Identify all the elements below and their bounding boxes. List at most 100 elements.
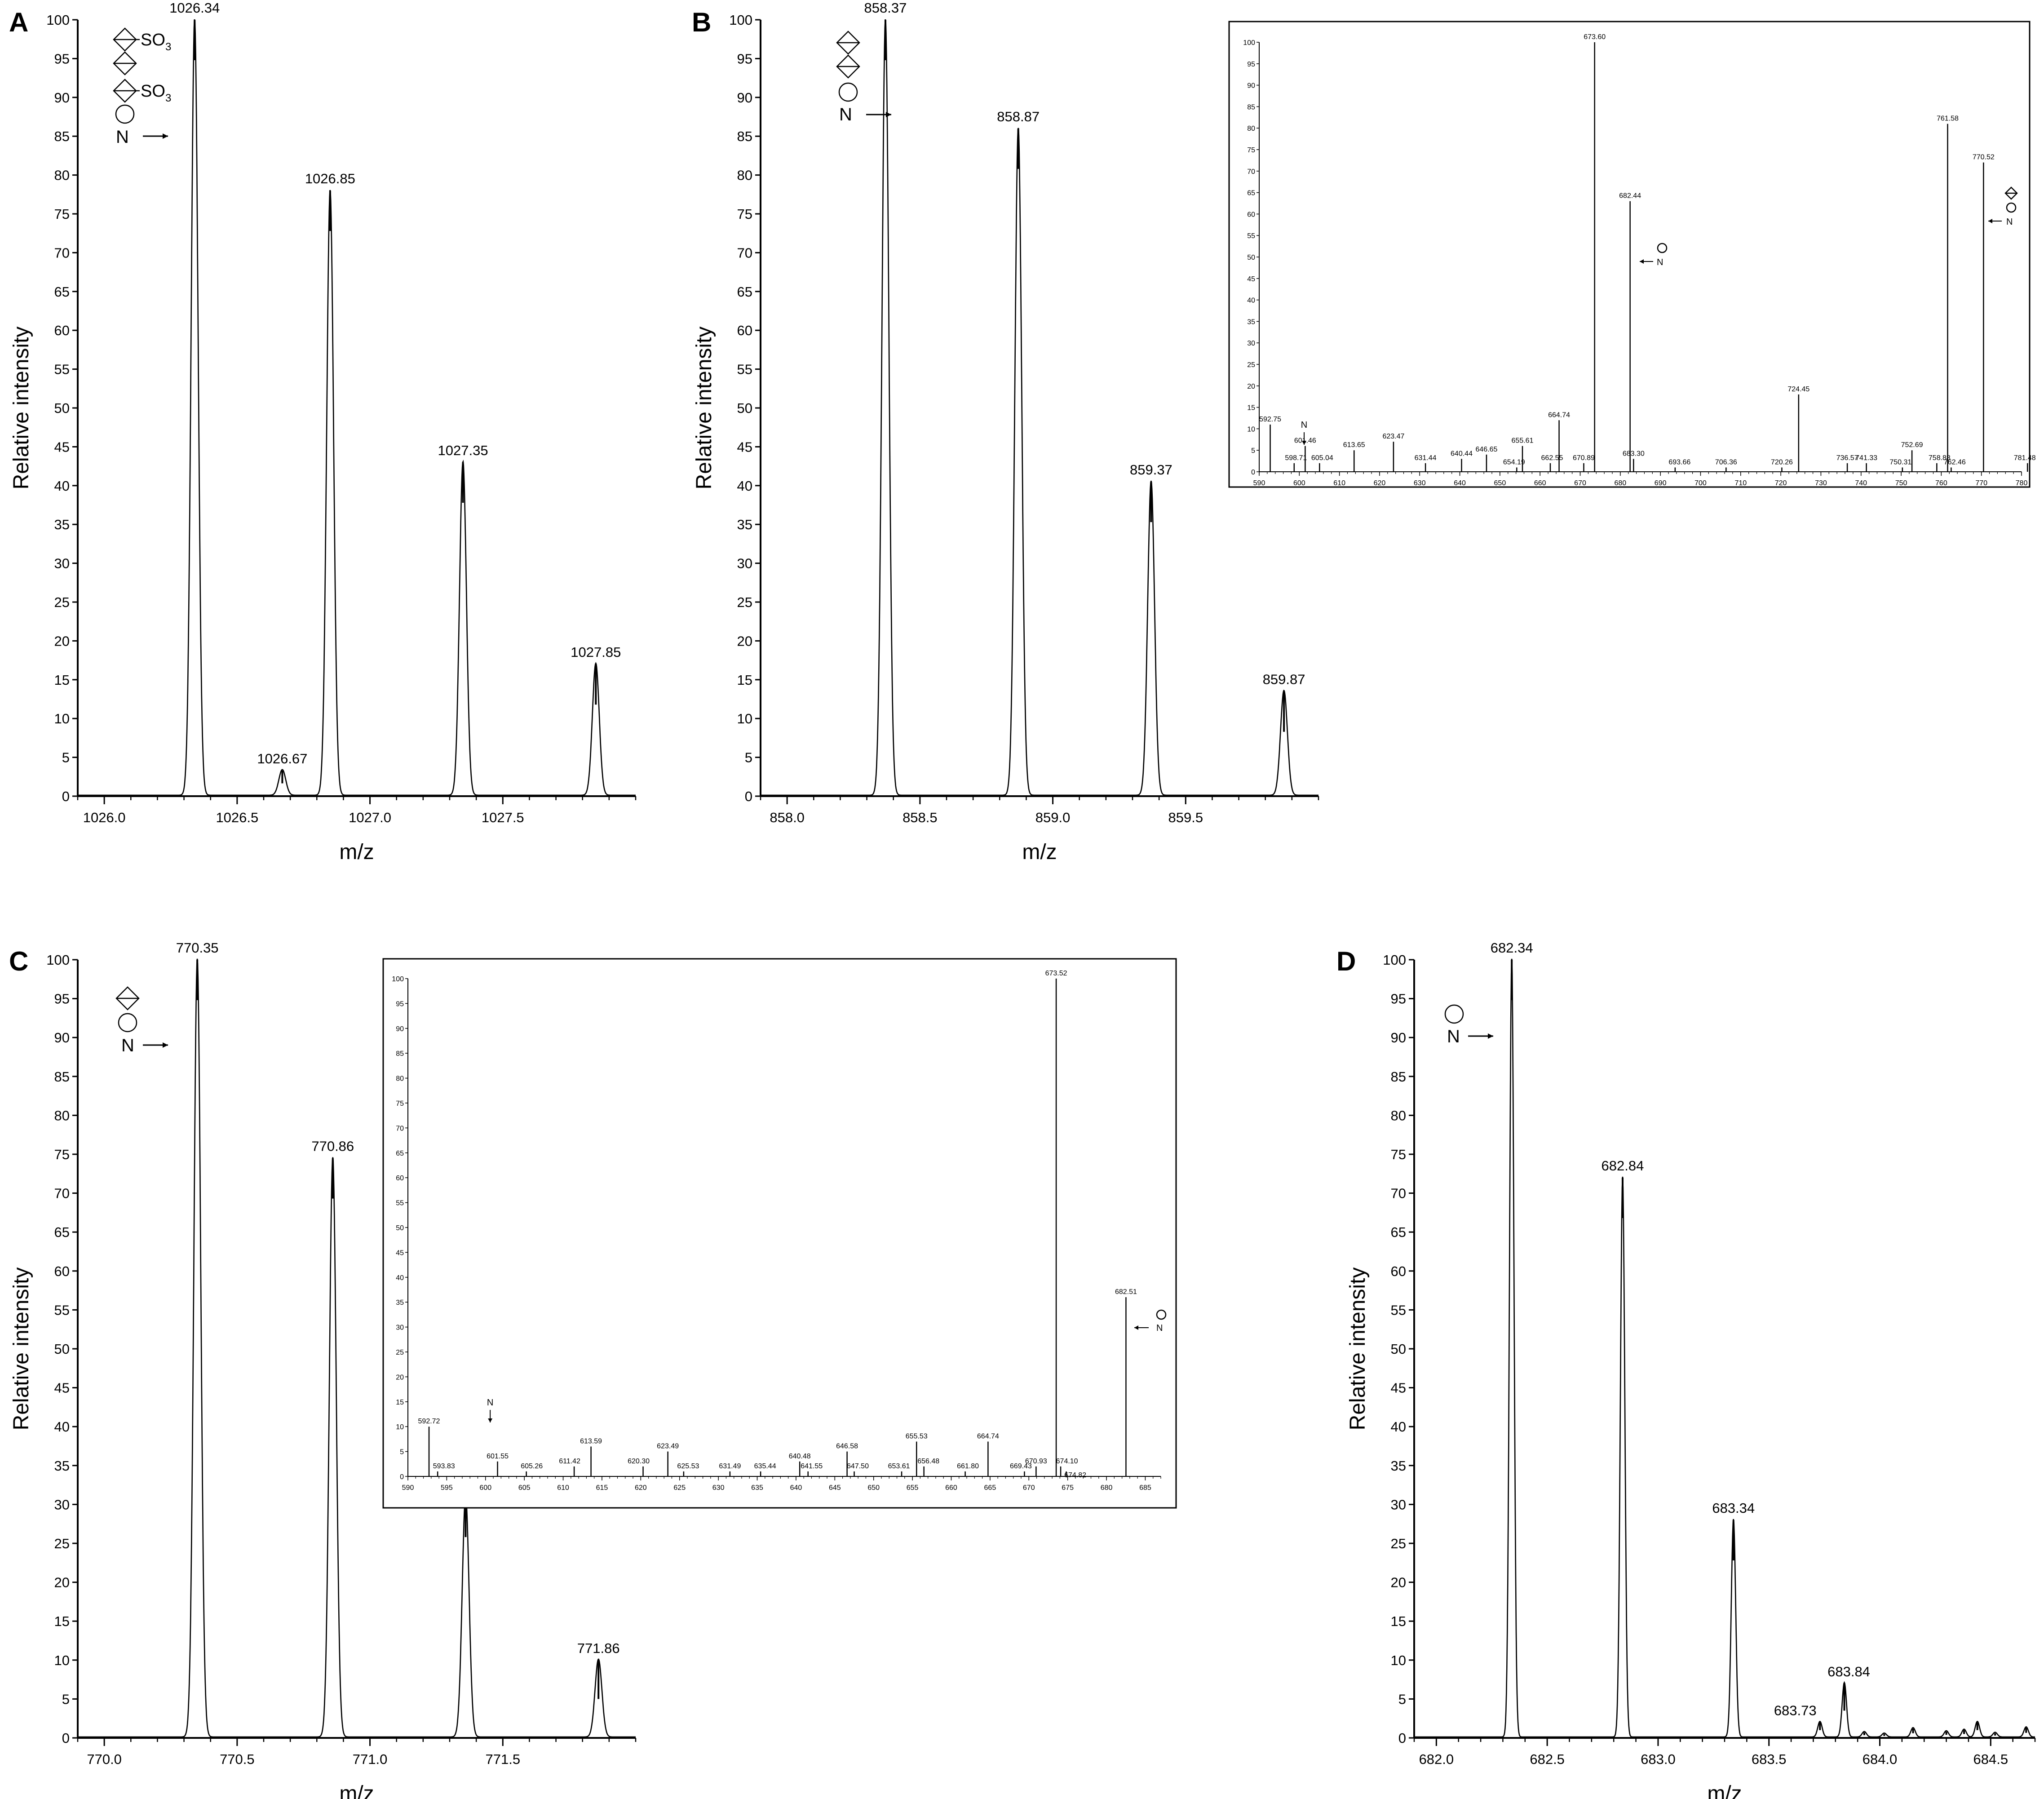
panel-letter: A xyxy=(9,7,28,37)
inset-peak-label: 601.55 xyxy=(487,1453,509,1460)
y-tick-label: 75 xyxy=(54,1147,70,1162)
inset-peak-label: 620.30 xyxy=(628,1458,650,1465)
panel-letter: C xyxy=(9,946,28,976)
y-tick-label: 10 xyxy=(54,711,70,727)
y-tick-label: 35 xyxy=(54,517,70,532)
inset-y-tick-label: 50 xyxy=(1247,254,1255,261)
inset-y-tick-label: 60 xyxy=(396,1174,404,1182)
inset-frame xyxy=(1228,21,2031,488)
inset-x-tick-label: 760 xyxy=(1935,479,1947,487)
spectrum-trace xyxy=(761,19,1318,796)
y-tick-label: 60 xyxy=(54,323,70,338)
inset-peak-label: 631.44 xyxy=(1415,454,1437,462)
y-tick-label: 55 xyxy=(737,362,752,377)
inset-x-tick-label: 680 xyxy=(1614,479,1626,487)
inset-x-tick-label: 645 xyxy=(829,1484,841,1492)
inset-y-tick-label: 60 xyxy=(1247,211,1255,218)
peak-label: 858.87 xyxy=(997,109,1040,124)
peak-label: 683.73 xyxy=(1774,1702,1817,1718)
inset-y-tick-label: 25 xyxy=(396,1349,404,1356)
inset-peak-label: 673.52 xyxy=(1045,970,1067,977)
arrow-head xyxy=(1988,219,1992,223)
panel-d: 0 5 10 15 20 25 30 35 40 45 50 55 60 65 70 75 80 85 90 95 10… xyxy=(1336,940,2036,1799)
x-tick-label: 682.5 xyxy=(1530,1751,1565,1767)
n-label: N xyxy=(839,105,852,124)
circle-glycan-icon xyxy=(1657,243,1668,253)
inset-peak-label: 592.72 xyxy=(418,1418,440,1425)
inset-y-tick-label: 65 xyxy=(396,1150,404,1157)
peak-label: 682.34 xyxy=(1491,940,1533,956)
inset-peak-label: 655.53 xyxy=(906,1432,928,1440)
inset-x-tick-label: 700 xyxy=(1694,479,1707,487)
y-tick-label: 55 xyxy=(54,1302,70,1318)
y-tick-label: 40 xyxy=(737,478,752,494)
x-tick-label: 1027.0 xyxy=(349,810,391,825)
inset-peak-label: 653.61 xyxy=(888,1462,910,1470)
inset-x-tick-label: 620 xyxy=(635,1484,647,1492)
inset-x-tick-label: 610 xyxy=(1333,479,1345,487)
inset-x-tick-label: 650 xyxy=(867,1484,880,1492)
x-tick-label: 770.5 xyxy=(220,1751,255,1767)
y-tick-label: 0 xyxy=(62,1730,70,1746)
inset-y-tick-label: 85 xyxy=(1247,103,1255,111)
n-label: N xyxy=(121,1036,134,1055)
inset-peak-label: 693.66 xyxy=(1668,458,1690,466)
inset-x-tick-label: 750 xyxy=(1895,479,1907,487)
arrow-head xyxy=(1640,259,1644,264)
y-tick-label: 45 xyxy=(737,439,752,455)
y-tick-label: 15 xyxy=(737,672,752,688)
spectrum-trace xyxy=(1414,958,2035,1738)
inset-x-tick-label: 615 xyxy=(596,1484,608,1492)
y-tick-label: 75 xyxy=(737,206,752,222)
y-tick-label: 30 xyxy=(737,556,752,572)
inset-y-tick-label: 45 xyxy=(1247,275,1255,283)
y-tick-label: 70 xyxy=(1391,1186,1406,1201)
inset-peak-label: 623.47 xyxy=(1382,433,1404,440)
inset-peak-label: 664.74 xyxy=(1548,411,1570,419)
y-tick-label: 95 xyxy=(737,51,752,66)
inset-y-tick-label: 90 xyxy=(1247,82,1255,90)
inset-peak-label: 646.58 xyxy=(836,1443,858,1450)
y-tick-label: 0 xyxy=(62,789,70,804)
inset-x-tick-label: 690 xyxy=(1655,479,1667,487)
inset-c: 0 5 10 15 20 25 30 35 40 45 50 55 60 65 70 75 80 85 90 95 10… xyxy=(382,958,1177,1509)
inset-x-tick-label: 605 xyxy=(518,1484,531,1492)
peak-label: 682.84 xyxy=(1602,1158,1644,1174)
y-tick-label: 25 xyxy=(54,594,70,610)
x-tick-label: 683.0 xyxy=(1641,1751,1676,1767)
inset-y-tick-label: 30 xyxy=(396,1324,404,1332)
x-tick-label: 858.0 xyxy=(770,810,805,825)
y-tick-label: 70 xyxy=(737,245,752,261)
x-tick-label: 683.5 xyxy=(1752,1751,1787,1767)
y-tick-label: 45 xyxy=(1391,1380,1406,1396)
inset-y-tick-label: 50 xyxy=(396,1224,404,1232)
y-tick-label: 95 xyxy=(1391,991,1406,1007)
x-tick-label: 771.0 xyxy=(353,1751,388,1767)
inset-x-tick-label: 710 xyxy=(1734,479,1747,487)
inset-peak-label: 706.36 xyxy=(1715,458,1737,466)
inset-y-tick-label: 40 xyxy=(396,1274,404,1282)
y-tick-label: 35 xyxy=(737,517,752,532)
inset-peak-label: 623.49 xyxy=(657,1443,679,1450)
peak-label: 770.86 xyxy=(311,1139,354,1154)
inset-peak-label: 781.48 xyxy=(2014,454,2036,462)
peak-label: 1026.67 xyxy=(257,751,307,767)
y-tick-label: 20 xyxy=(54,633,70,649)
inset-y-tick-label: 0 xyxy=(1251,469,1255,476)
peak-label: 1027.35 xyxy=(438,443,488,458)
y-tick-label: 20 xyxy=(1391,1575,1406,1591)
so3-label: SO xyxy=(141,31,165,49)
n-label: N xyxy=(1447,1027,1460,1046)
peak-label: 770.35 xyxy=(176,940,219,956)
peak-label: 859.87 xyxy=(1263,672,1305,687)
y-tick-label: 65 xyxy=(54,284,70,300)
spectrum-trace xyxy=(78,958,636,1738)
y-tick-label: 35 xyxy=(54,1458,70,1474)
y-tick-label: 85 xyxy=(737,128,752,144)
inset-y-tick-label: 5 xyxy=(400,1449,404,1456)
peak-label: 1027.85 xyxy=(571,644,621,660)
inset-y-tick-label: 100 xyxy=(1243,39,1255,47)
y-tick-label: 10 xyxy=(1391,1653,1406,1668)
y-tick-label: 65 xyxy=(1391,1224,1406,1240)
